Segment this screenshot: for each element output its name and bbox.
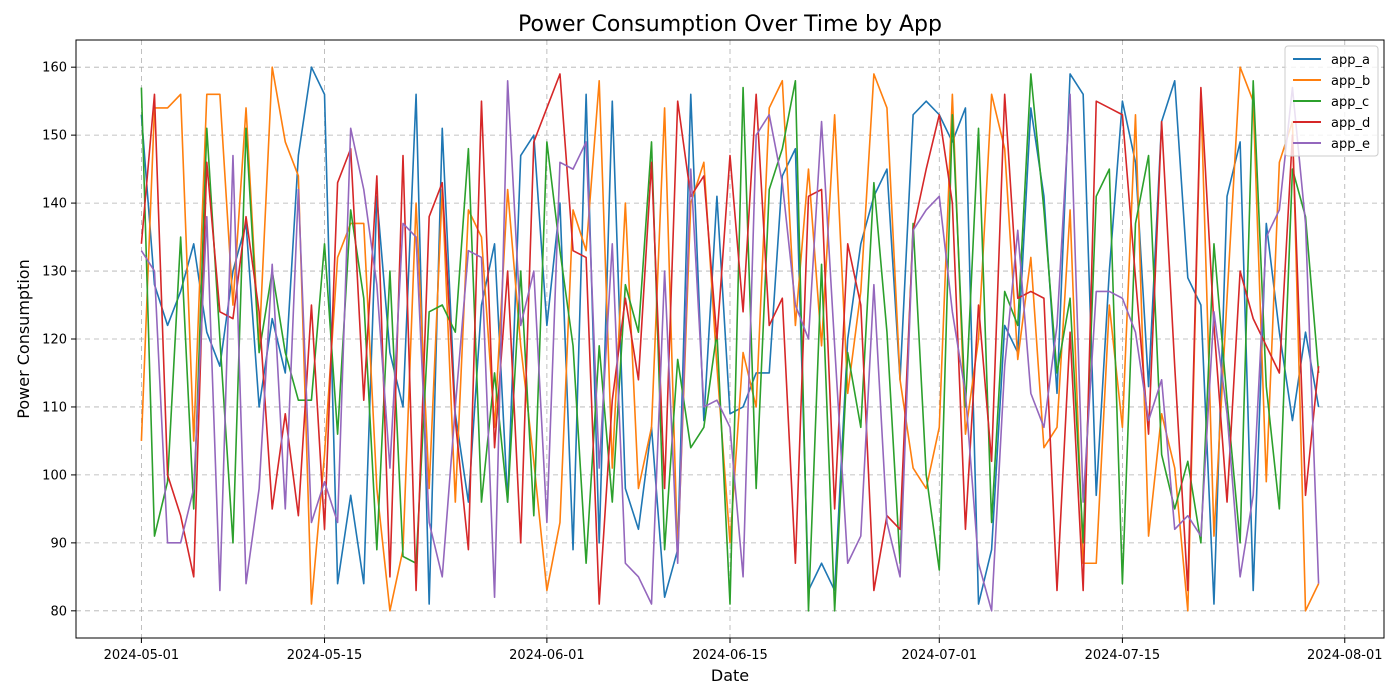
legend-label: app_d bbox=[1331, 116, 1370, 131]
y-tick-label: 130 bbox=[42, 265, 67, 280]
series-line-app-e bbox=[140, 79, 1320, 612]
y-tick-label: 150 bbox=[42, 129, 67, 144]
series-line-app-d bbox=[140, 73, 1320, 605]
axis-ticks: 2024-05-01 2024-05-15 2024-06-01 2024-06-15… bbox=[42, 61, 1382, 663]
grid bbox=[76, 40, 1384, 638]
y-tick-label: 160 bbox=[42, 61, 67, 76]
y-tick-label: 110 bbox=[42, 400, 67, 415]
x-axis-label: Date bbox=[711, 666, 749, 685]
y-tick-label: 120 bbox=[42, 333, 67, 348]
x-tick-label: 2024-06-15 bbox=[692, 648, 768, 663]
series-lines bbox=[140, 66, 1320, 612]
y-tick-label: 100 bbox=[42, 468, 67, 483]
y-tick-label: 140 bbox=[42, 197, 67, 212]
series-line-app-b bbox=[140, 66, 1320, 612]
legend-label: app_b bbox=[1331, 74, 1370, 89]
x-tick-label: 2024-05-15 bbox=[287, 648, 363, 663]
y-tick-label: 80 bbox=[50, 604, 67, 619]
chart-title: Power Consumption Over Time by App bbox=[518, 12, 942, 37]
y-tick-label: 90 bbox=[50, 536, 67, 551]
x-tick-label: 2024-06-01 bbox=[509, 648, 585, 663]
series-line-app-c bbox=[140, 73, 1320, 612]
x-tick-label: 2024-08-01 bbox=[1307, 648, 1383, 663]
y-axis-label: Power Consumption bbox=[14, 259, 33, 418]
legend-label: app_a bbox=[1331, 53, 1370, 68]
legend-frame bbox=[1284, 45, 1379, 157]
x-tick-label: 2024-07-15 bbox=[1085, 648, 1161, 663]
legend-label: app_e bbox=[1331, 137, 1370, 152]
x-tick-label: 2024-05-01 bbox=[104, 648, 180, 663]
x-tick-label: 2024-07-01 bbox=[901, 648, 977, 663]
legend: app_a app_b app_c app_d app_e bbox=[1284, 45, 1379, 157]
series-line-app-a bbox=[140, 66, 1320, 605]
legend-label: app_c bbox=[1331, 95, 1369, 110]
